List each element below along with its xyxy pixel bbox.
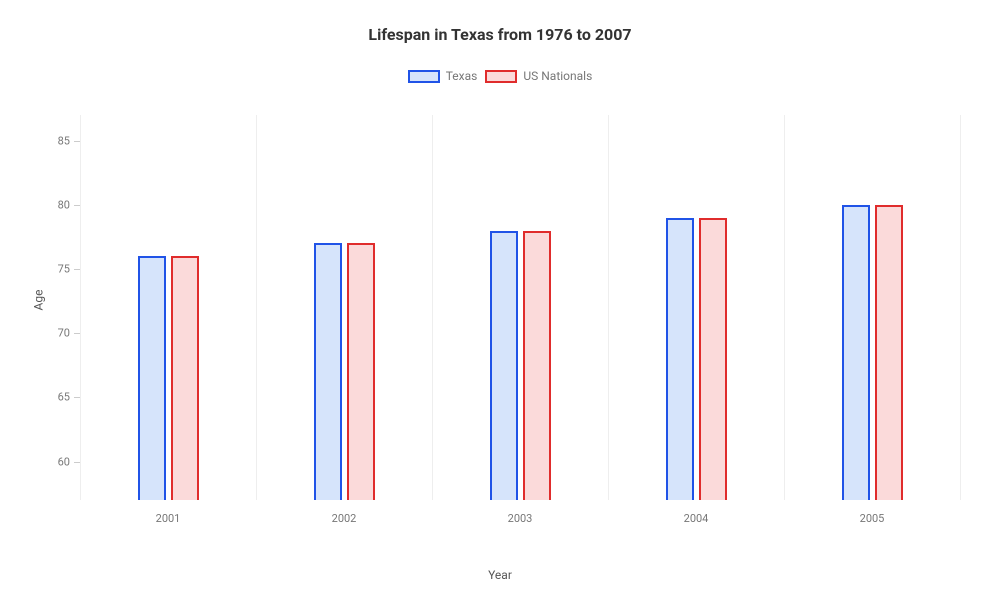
bar [490, 231, 518, 501]
bar [171, 256, 199, 500]
gridline [80, 115, 81, 500]
bar [666, 218, 694, 500]
legend-swatch [408, 70, 440, 83]
y-tick-mark [74, 269, 80, 270]
bar [314, 243, 342, 500]
gridline [608, 115, 609, 500]
x-tick-label: 2002 [332, 512, 357, 525]
bar [138, 256, 166, 500]
gridline [784, 115, 785, 500]
y-tick-label: 80 [58, 198, 70, 211]
x-axis-title: Year [488, 568, 512, 582]
legend-label: Texas [446, 69, 478, 83]
bar [699, 218, 727, 500]
x-tick-label: 2004 [684, 512, 709, 525]
y-tick-mark [74, 333, 80, 334]
y-tick-mark [74, 397, 80, 398]
x-tick-label: 2003 [508, 512, 533, 525]
bar [523, 231, 551, 501]
legend-swatch [485, 70, 517, 83]
plot-area: 60657075808520012002200320042005 [80, 115, 960, 500]
bar [875, 205, 903, 500]
gridline [432, 115, 433, 500]
y-tick-label: 65 [58, 391, 70, 404]
bar [842, 205, 870, 500]
y-tick-mark [74, 462, 80, 463]
x-tick-label: 2005 [860, 512, 885, 525]
legend-item: US Nationals [485, 69, 592, 83]
x-tick-label: 2001 [156, 512, 181, 525]
legend: Texas US Nationals [0, 69, 1000, 83]
y-axis-title: Age [31, 290, 45, 311]
gridline [960, 115, 961, 500]
y-tick-label: 70 [58, 327, 70, 340]
y-tick-mark [74, 141, 80, 142]
chart-title: Lifespan in Texas from 1976 to 2007 [0, 0, 1000, 44]
y-tick-mark [74, 205, 80, 206]
gridline [256, 115, 257, 500]
legend-label: US Nationals [523, 69, 592, 83]
bar [347, 243, 375, 500]
chart-container: Lifespan in Texas from 1976 to 2007 Texa… [0, 0, 1000, 600]
y-tick-label: 60 [58, 455, 70, 468]
legend-item: Texas [408, 69, 478, 83]
y-tick-label: 85 [58, 134, 70, 147]
y-tick-label: 75 [58, 263, 70, 276]
